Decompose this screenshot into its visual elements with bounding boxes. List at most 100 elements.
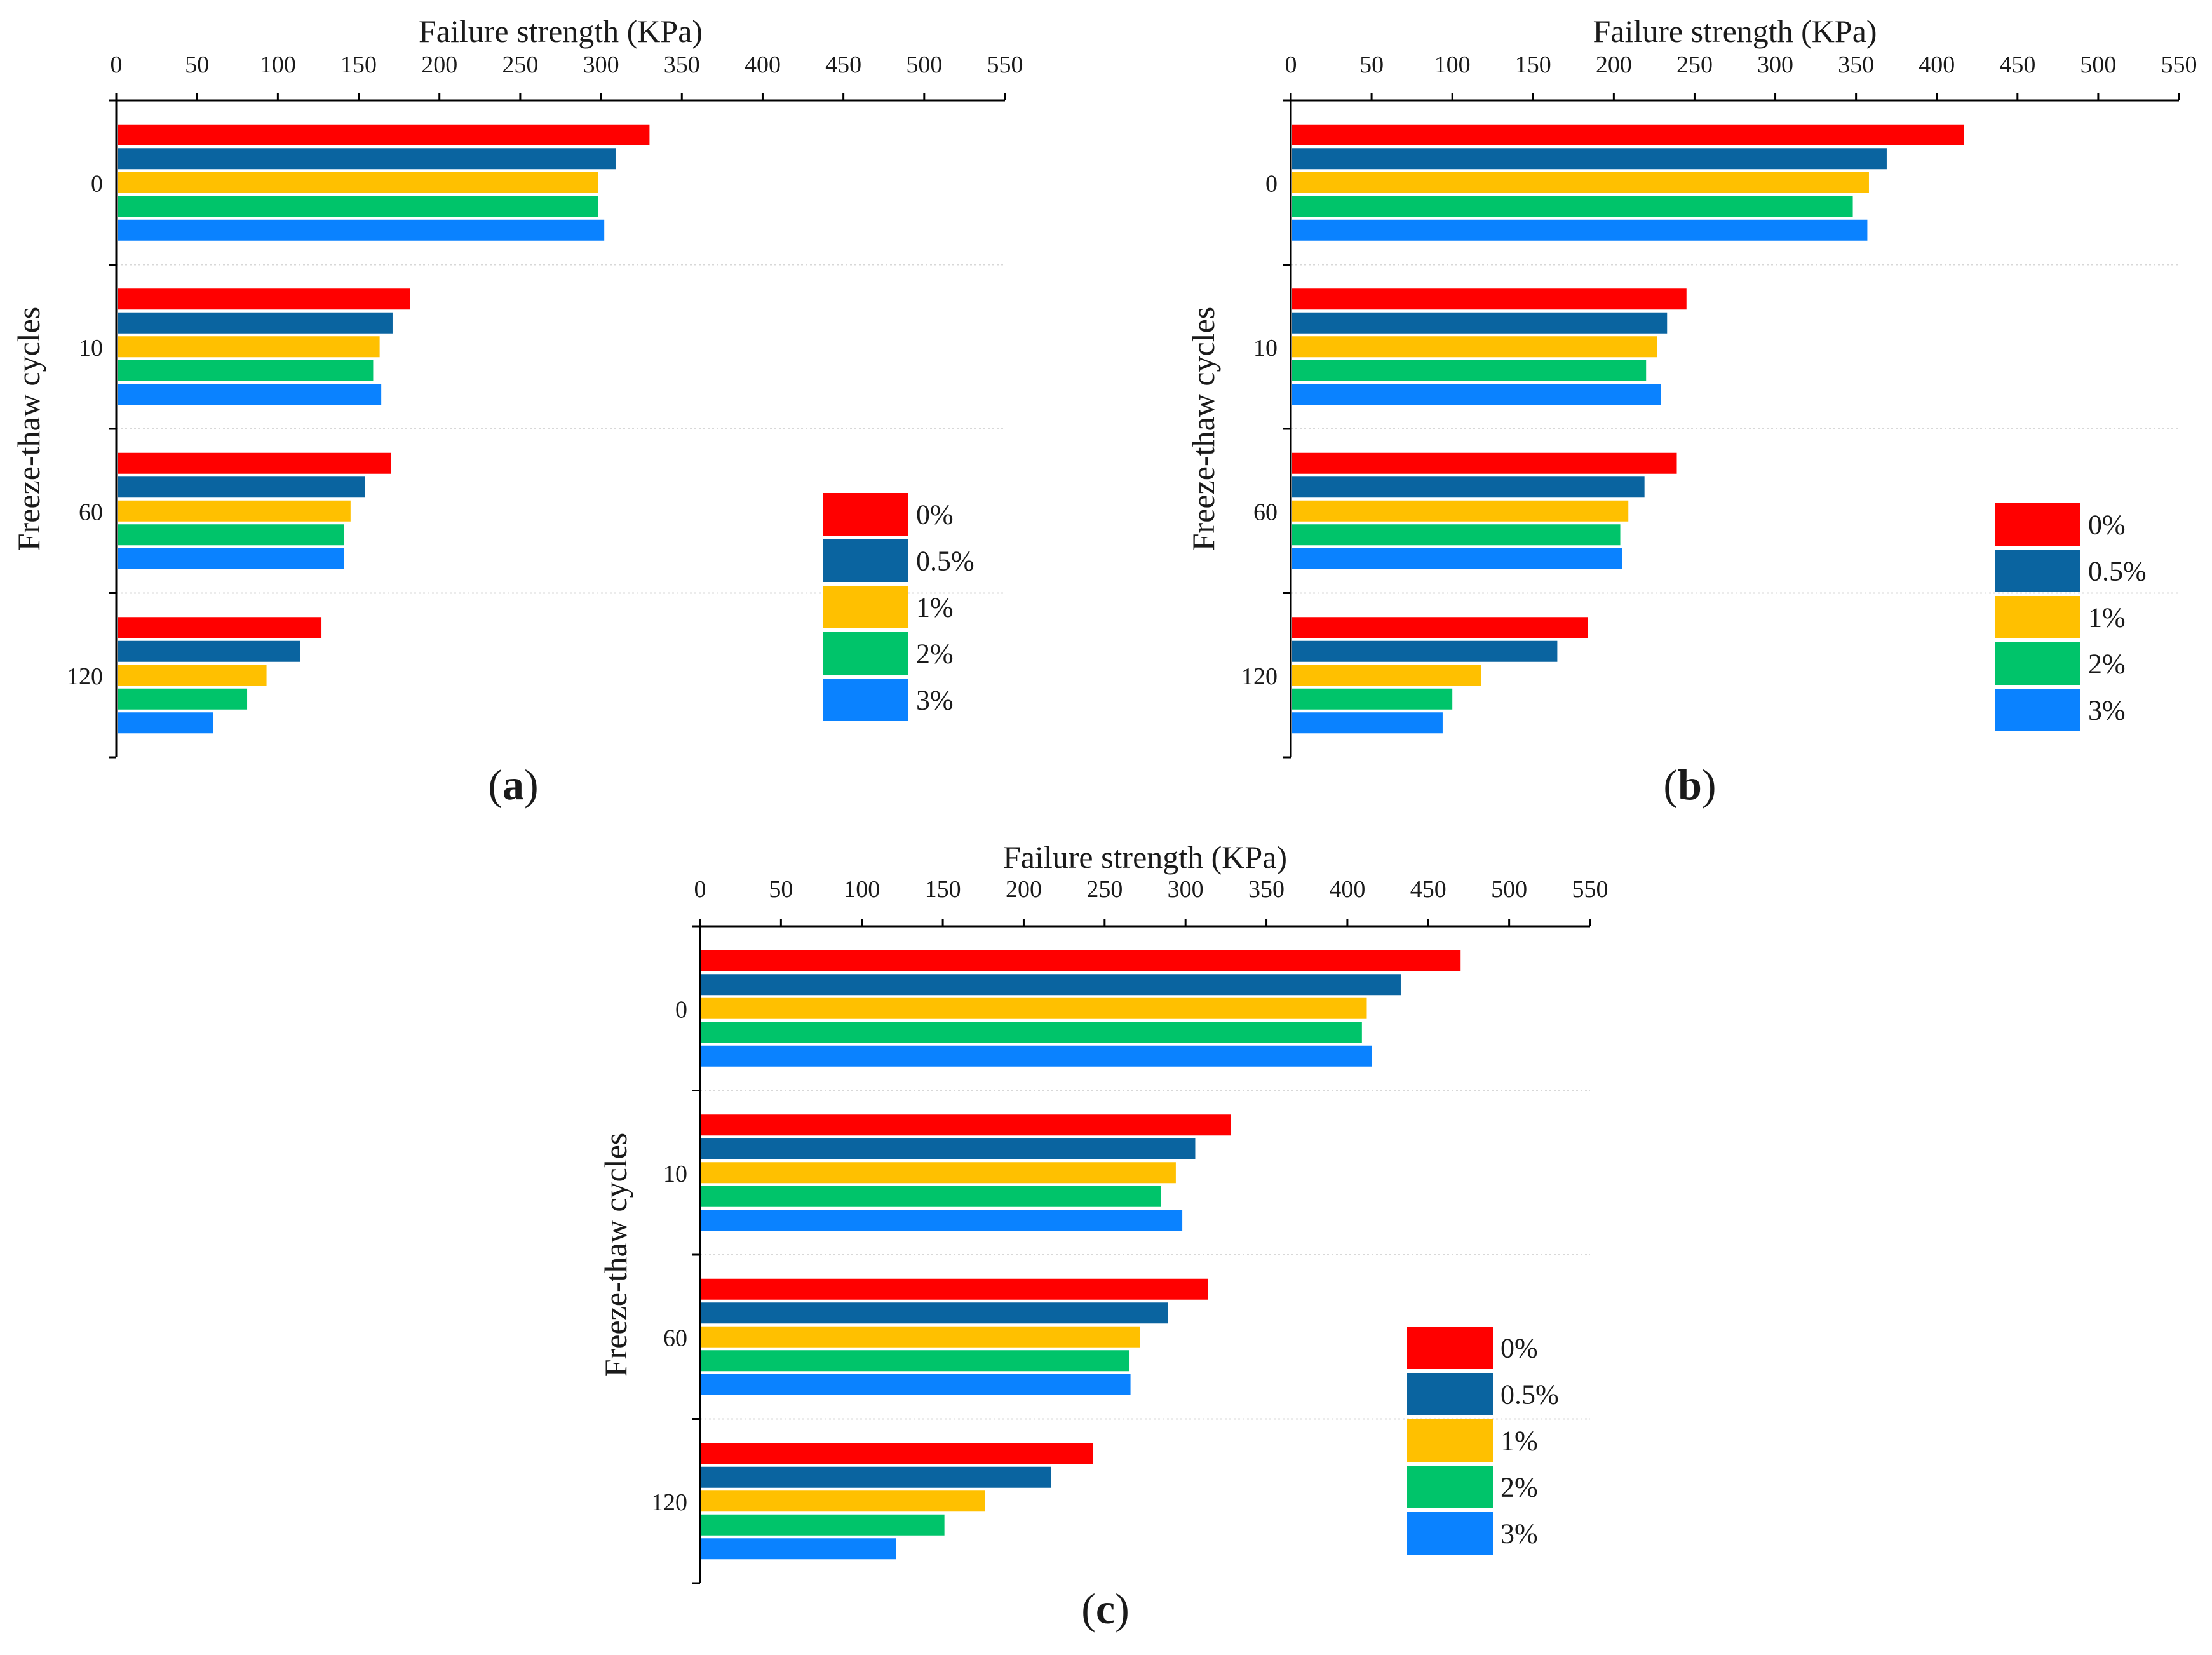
x-tick-label: 300 bbox=[1757, 51, 1793, 78]
bar-2%-60 bbox=[1292, 524, 1621, 546]
x-tick-label: 450 bbox=[1999, 51, 2035, 78]
legend-swatch-3% bbox=[1995, 689, 2080, 731]
x-tick-label: 100 bbox=[1434, 51, 1471, 78]
bar-2%-120 bbox=[118, 688, 248, 710]
bar-0%-60 bbox=[701, 1278, 1208, 1300]
legend-swatch-1% bbox=[823, 586, 908, 628]
x-tick-label: 0 bbox=[111, 51, 123, 78]
bar-0%-10 bbox=[118, 288, 410, 310]
bar-1%-60 bbox=[118, 500, 351, 522]
bar-1%-120 bbox=[701, 1490, 985, 1512]
y-axis-title: Freeze-thaw cycles bbox=[1185, 307, 1221, 551]
x-axis-title: Failure strength (KPa) bbox=[1593, 13, 1877, 49]
legend-label: 3% bbox=[2088, 695, 2126, 726]
panel-label: (c) bbox=[1081, 1584, 1130, 1633]
x-tick-label: 350 bbox=[664, 51, 700, 78]
legend-swatch-3% bbox=[1407, 1512, 1493, 1555]
bar-2%-10 bbox=[118, 360, 374, 381]
bar-2%-0 bbox=[701, 1022, 1362, 1043]
y-axis-title: Freeze-thaw cycles bbox=[11, 307, 46, 551]
legend-label: 0.5% bbox=[916, 546, 974, 577]
bar-3%-120 bbox=[1292, 712, 1443, 734]
bar-1%-10 bbox=[1292, 336, 1657, 358]
bar-3%-120 bbox=[701, 1538, 896, 1560]
bar-0%-10 bbox=[701, 1114, 1231, 1136]
legend-label: 0.5% bbox=[1501, 1379, 1559, 1410]
legend-label: 2% bbox=[2088, 649, 2126, 680]
legend-label: 0.5% bbox=[2088, 556, 2147, 587]
x-tick-label: 100 bbox=[844, 876, 880, 903]
x-tick-label: 350 bbox=[1838, 51, 1874, 78]
bar-3%-60 bbox=[1292, 548, 1622, 569]
bar-0%-120 bbox=[701, 1443, 1093, 1464]
bar-2%-0 bbox=[1292, 196, 1853, 217]
y-tick-label: 10 bbox=[79, 335, 103, 361]
x-tick-label: 250 bbox=[1676, 51, 1713, 78]
x-tick-label: 250 bbox=[502, 51, 538, 78]
y-axis-title: Freeze-thaw cycles bbox=[598, 1133, 633, 1377]
x-tick-label: 300 bbox=[1168, 876, 1204, 903]
chart-panel-a: 0 10 60 120 0 50 100 150 200 250 300 350 400 450 500 55… bbox=[11, 13, 1023, 809]
bar-0.5%-10 bbox=[701, 1138, 1196, 1159]
y-tick-label: 10 bbox=[1253, 335, 1278, 361]
bar-3%-10 bbox=[701, 1210, 1183, 1231]
legend-label: 1% bbox=[916, 592, 954, 623]
x-tick-label: 150 bbox=[1515, 51, 1551, 78]
bar-1%-60 bbox=[701, 1326, 1140, 1348]
legend-label: 1% bbox=[1501, 1426, 1538, 1457]
bar-0.5%-60 bbox=[1292, 476, 1645, 498]
bar-0.5%-120 bbox=[701, 1466, 1051, 1488]
x-tick-label: 550 bbox=[2161, 51, 2197, 78]
legend-swatch-2% bbox=[823, 632, 908, 675]
x-axis-title: Failure strength (KPa) bbox=[1003, 839, 1287, 875]
x-tick-label: 50 bbox=[185, 51, 209, 78]
bar-1%-10 bbox=[701, 1162, 1176, 1184]
bar-0.5%-10 bbox=[118, 312, 393, 334]
x-tick-label: 0 bbox=[1285, 51, 1297, 78]
x-tick-label: 500 bbox=[2080, 51, 2116, 78]
bar-2%-60 bbox=[701, 1350, 1130, 1372]
x-tick-label: 150 bbox=[925, 876, 961, 903]
legend-label: 2% bbox=[1501, 1472, 1538, 1503]
bar-0%-0 bbox=[118, 124, 650, 145]
legend-label: 0% bbox=[2088, 510, 2126, 541]
x-tick-label: 450 bbox=[825, 51, 861, 78]
bar-3%-0 bbox=[1292, 219, 1868, 241]
bar-0%-0 bbox=[701, 950, 1461, 971]
legend-swatch-0% bbox=[1995, 503, 2080, 546]
panel-label: (b) bbox=[1663, 760, 1716, 809]
bar-3%-0 bbox=[701, 1045, 1372, 1067]
chart-panel-b: 0 10 60 120 0 50 100 150 200 250 300 350 400 450 500 55… bbox=[1185, 13, 2197, 809]
bar-1%-120 bbox=[1292, 665, 1481, 686]
bar-0%-0 bbox=[1292, 124, 1964, 145]
legend-swatch-1% bbox=[1407, 1419, 1493, 1462]
legend-swatch-0% bbox=[1407, 1327, 1493, 1369]
x-tick-label: 200 bbox=[421, 51, 457, 78]
x-tick-label: 300 bbox=[583, 51, 619, 78]
bar-1%-0 bbox=[701, 997, 1367, 1019]
bar-1%-0 bbox=[1292, 172, 1869, 193]
x-tick-label: 500 bbox=[1491, 876, 1527, 903]
bar-2%-10 bbox=[1292, 360, 1647, 381]
x-tick-label: 550 bbox=[1572, 876, 1608, 903]
legend-swatch-2% bbox=[1407, 1466, 1493, 1508]
bar-1%-0 bbox=[118, 172, 598, 193]
legend-label: 3% bbox=[916, 685, 954, 716]
bar-0%-120 bbox=[1292, 617, 1588, 638]
bar-0%-120 bbox=[118, 617, 322, 638]
legend-swatch-2% bbox=[1995, 642, 2080, 685]
y-tick-label: 0 bbox=[1265, 170, 1278, 197]
bar-0%-60 bbox=[118, 452, 391, 474]
x-tick-label: 50 bbox=[769, 876, 793, 903]
y-tick-label: 120 bbox=[1241, 663, 1278, 690]
x-tick-label: 0 bbox=[694, 876, 706, 903]
y-tick-label: 0 bbox=[91, 170, 103, 197]
bar-0%-10 bbox=[1292, 288, 1687, 310]
x-tick-label: 350 bbox=[1248, 876, 1285, 903]
y-tick-label: 60 bbox=[1253, 499, 1278, 525]
bar-3%-10 bbox=[118, 384, 382, 405]
x-tick-label: 400 bbox=[1919, 51, 1955, 78]
x-tick-label: 500 bbox=[906, 51, 942, 78]
x-tick-label: 550 bbox=[987, 51, 1023, 78]
